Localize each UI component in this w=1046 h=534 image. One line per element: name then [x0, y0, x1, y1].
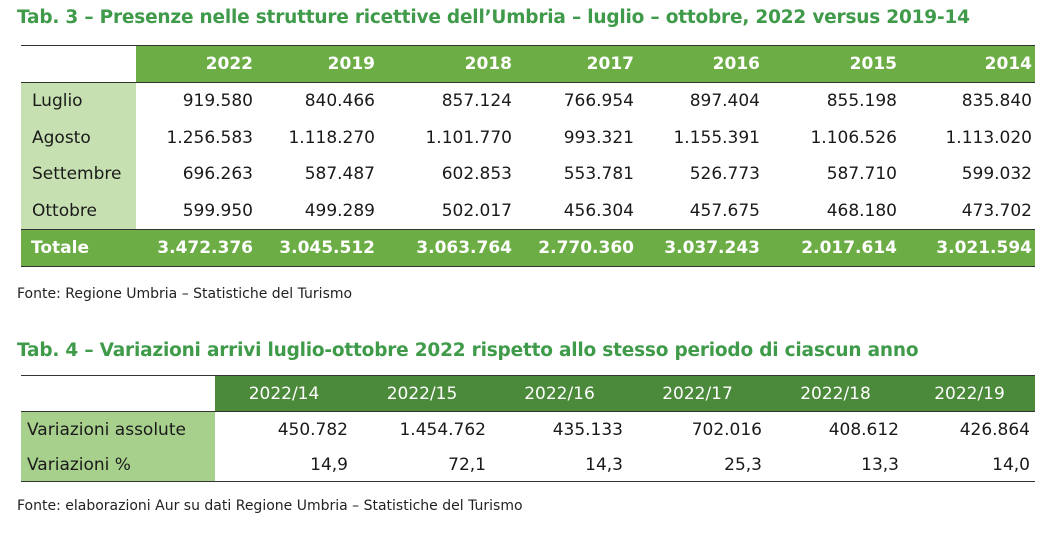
column-header: 2016 — [637, 45, 763, 83]
table-cell: 456.304 — [563, 200, 634, 221]
table-cell: 457.675 — [689, 200, 760, 221]
column-header: 2022/16 — [491, 375, 628, 412]
table-cell: 919.580 — [182, 91, 253, 112]
column-header: 2022/18 — [767, 375, 904, 412]
column-header: 2018 — [378, 45, 515, 83]
table-cell: 897.404 — [689, 91, 760, 112]
total-cell: 3.045.512 — [256, 229, 378, 267]
table-row: Variazioni % 14,9 72,1 14,3 25,3 13,3 14… — [21, 448, 1035, 482]
total-cell: 3.063.764 — [378, 229, 515, 267]
row-label: Variazioni % — [21, 448, 215, 482]
table-cell: 1.113.020 — [945, 127, 1032, 148]
table-cell: 599.950 — [182, 200, 253, 221]
table-cell: 835.840 — [961, 91, 1032, 112]
table-cell: 450.782 — [277, 420, 348, 440]
table-cell: 468.180 — [826, 200, 897, 221]
table-row: Agosto 1.256.583 1.118.270 1.101.770 993… — [21, 119, 1035, 156]
table-cell: 857.124 — [441, 91, 512, 112]
total-cell: 2.770.360 — [515, 229, 637, 267]
table-cell: 602.853 — [441, 164, 512, 185]
table-cell: 526.773 — [689, 164, 760, 185]
total-cell: 3.037.243 — [637, 229, 763, 267]
table-cell: 1.101.770 — [425, 127, 512, 148]
table-cell: 599.032 — [961, 164, 1032, 185]
table-cell: 553.781 — [563, 164, 634, 185]
table3-source: Fonte: Regione Umbria – Statistiche del … — [17, 286, 353, 302]
table-cell: 993.321 — [563, 127, 634, 148]
total-label: Totale — [21, 229, 136, 267]
column-header: 2022/14 — [215, 375, 353, 412]
table-cell: 25,3 — [628, 448, 767, 482]
table-cell: 1.256.583 — [166, 127, 253, 148]
table-cell: 587.487 — [304, 164, 375, 185]
header-corner — [21, 375, 215, 412]
table-header-row: 2022/14 2022/15 2022/16 2022/17 2022/18 … — [21, 375, 1035, 412]
column-header: 2019 — [256, 45, 378, 83]
table-cell: 14,0 — [904, 448, 1035, 482]
table-header-row: 2022 2019 2018 2017 2016 2015 2014 — [21, 45, 1035, 83]
presenze-table: 2022 2019 2018 2017 2016 2015 2014 Lugli… — [21, 45, 1035, 267]
table4-source: Fonte: elaborazioni Aur su dati Regione … — [17, 498, 523, 514]
table-cell: 1.118.270 — [288, 127, 375, 148]
row-label: Variazioni assolute — [21, 411, 215, 448]
table-cell: 855.198 — [826, 91, 897, 112]
table-row: Ottobre 599.950 499.289 502.017 456.304 … — [21, 192, 1035, 230]
variazioni-table: 2022/14 2022/15 2022/16 2022/17 2022/18 … — [21, 375, 1035, 482]
table-cell: 13,3 — [767, 448, 904, 482]
row-label: Luglio — [21, 82, 136, 120]
table-cell: 1.155.391 — [673, 127, 760, 148]
column-header: 2017 — [515, 45, 637, 83]
column-header: 2022/19 — [904, 375, 1035, 412]
total-cell: 3.021.594 — [900, 229, 1035, 267]
column-header: 2014 — [900, 45, 1035, 83]
column-header: 2022/15 — [353, 375, 491, 412]
table-cell: 473.702 — [961, 200, 1032, 221]
table-cell: 1.454.762 — [399, 420, 486, 440]
table-cell: 14,3 — [491, 448, 628, 482]
row-label: Settembre — [21, 156, 136, 193]
table-cell: 499.289 — [304, 200, 375, 221]
table-cell: 702.016 — [691, 420, 762, 440]
table-cell: 696.263 — [182, 164, 253, 185]
column-header: 2022 — [136, 45, 256, 83]
table3-title: Tab. 3 – Presenze nelle strutture ricett… — [17, 7, 970, 28]
header-corner — [21, 45, 136, 83]
table-cell: 426.864 — [959, 420, 1030, 440]
table-cell: 435.133 — [552, 420, 623, 440]
total-cell: 2.017.614 — [763, 229, 900, 267]
table-cell: 766.954 — [563, 91, 634, 112]
table-cell: 72,1 — [353, 448, 491, 482]
table-row: Variazioni assolute 450.782 1.454.762 43… — [21, 411, 1035, 448]
table-cell: 840.466 — [304, 91, 375, 112]
table-row: Settembre 696.263 587.487 602.853 553.78… — [21, 156, 1035, 193]
total-cell: 3.472.376 — [136, 229, 256, 267]
table-cell: 1.106.526 — [810, 127, 897, 148]
column-header: 2022/17 — [628, 375, 767, 412]
table4-title: Tab. 4 – Variazioni arrivi luglio-ottobr… — [17, 340, 919, 361]
row-label: Ottobre — [21, 192, 136, 230]
table-cell: 502.017 — [441, 200, 512, 221]
table-row: Luglio 919.580 840.466 857.124 766.954 8… — [21, 82, 1035, 120]
table-cell: 587.710 — [826, 164, 897, 185]
table-cell: 408.612 — [828, 420, 899, 440]
table-cell: 14,9 — [215, 448, 353, 482]
column-header: 2015 — [763, 45, 900, 83]
total-row: Totale 3.472.376 3.045.512 3.063.764 2.7… — [21, 229, 1035, 267]
row-label: Agosto — [21, 119, 136, 156]
